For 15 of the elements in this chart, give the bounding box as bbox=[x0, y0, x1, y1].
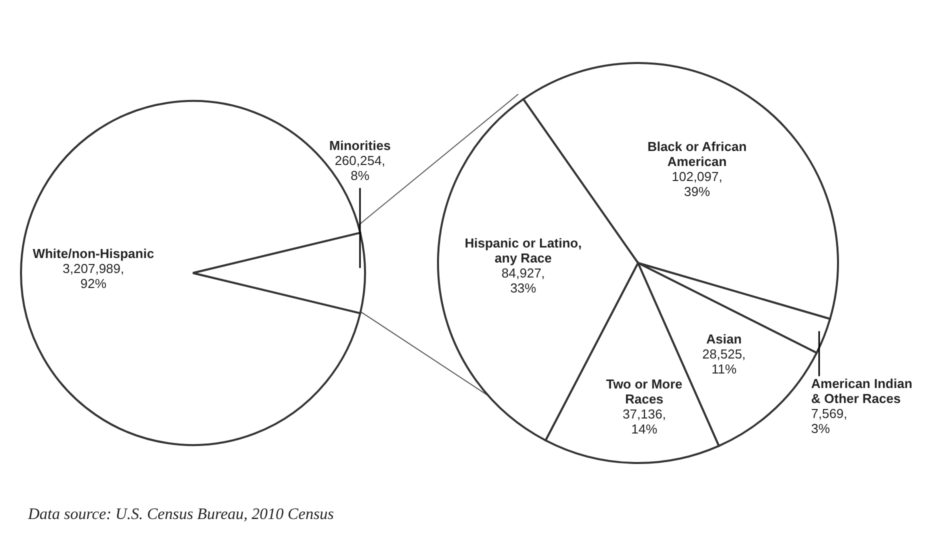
data-label: 260,254, 8% bbox=[334, 153, 386, 183]
source-note: Data source: U.S. Census Bureau, 2010 Census bbox=[28, 506, 334, 524]
data-label: 7,569, 3% bbox=[811, 406, 848, 436]
data-label: 84,927, 33% bbox=[502, 266, 545, 296]
slice-label: Asian bbox=[706, 332, 742, 347]
data-label: 28,525, 11% bbox=[702, 346, 746, 377]
data-label: 37,136, 14% bbox=[622, 406, 666, 436]
slice-label: Minorities bbox=[329, 138, 391, 153]
slice-label: Black or African American bbox=[647, 139, 747, 170]
slice-label: Two or More Races bbox=[606, 376, 682, 406]
slice-label: White/non-Hispanic bbox=[32, 246, 154, 261]
slice-label: Hispanic or Latino, any Race bbox=[464, 236, 582, 266]
data-label: 3,207,989, 92% bbox=[62, 261, 124, 291]
data-label: 102,097, 39% bbox=[672, 169, 722, 200]
slice-label: American Indian & Other Races bbox=[811, 376, 912, 406]
